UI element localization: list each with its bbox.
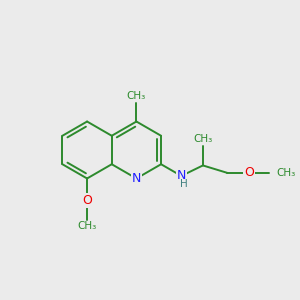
Text: CH₃: CH₃	[193, 134, 212, 144]
Text: N: N	[132, 172, 141, 185]
Text: O: O	[244, 167, 254, 179]
Text: N: N	[177, 169, 186, 182]
Text: H: H	[179, 179, 187, 189]
Text: CH₃: CH₃	[77, 221, 97, 231]
Text: O: O	[82, 194, 92, 207]
Text: CH₃: CH₃	[276, 168, 295, 178]
Text: CH₃: CH₃	[127, 91, 146, 100]
